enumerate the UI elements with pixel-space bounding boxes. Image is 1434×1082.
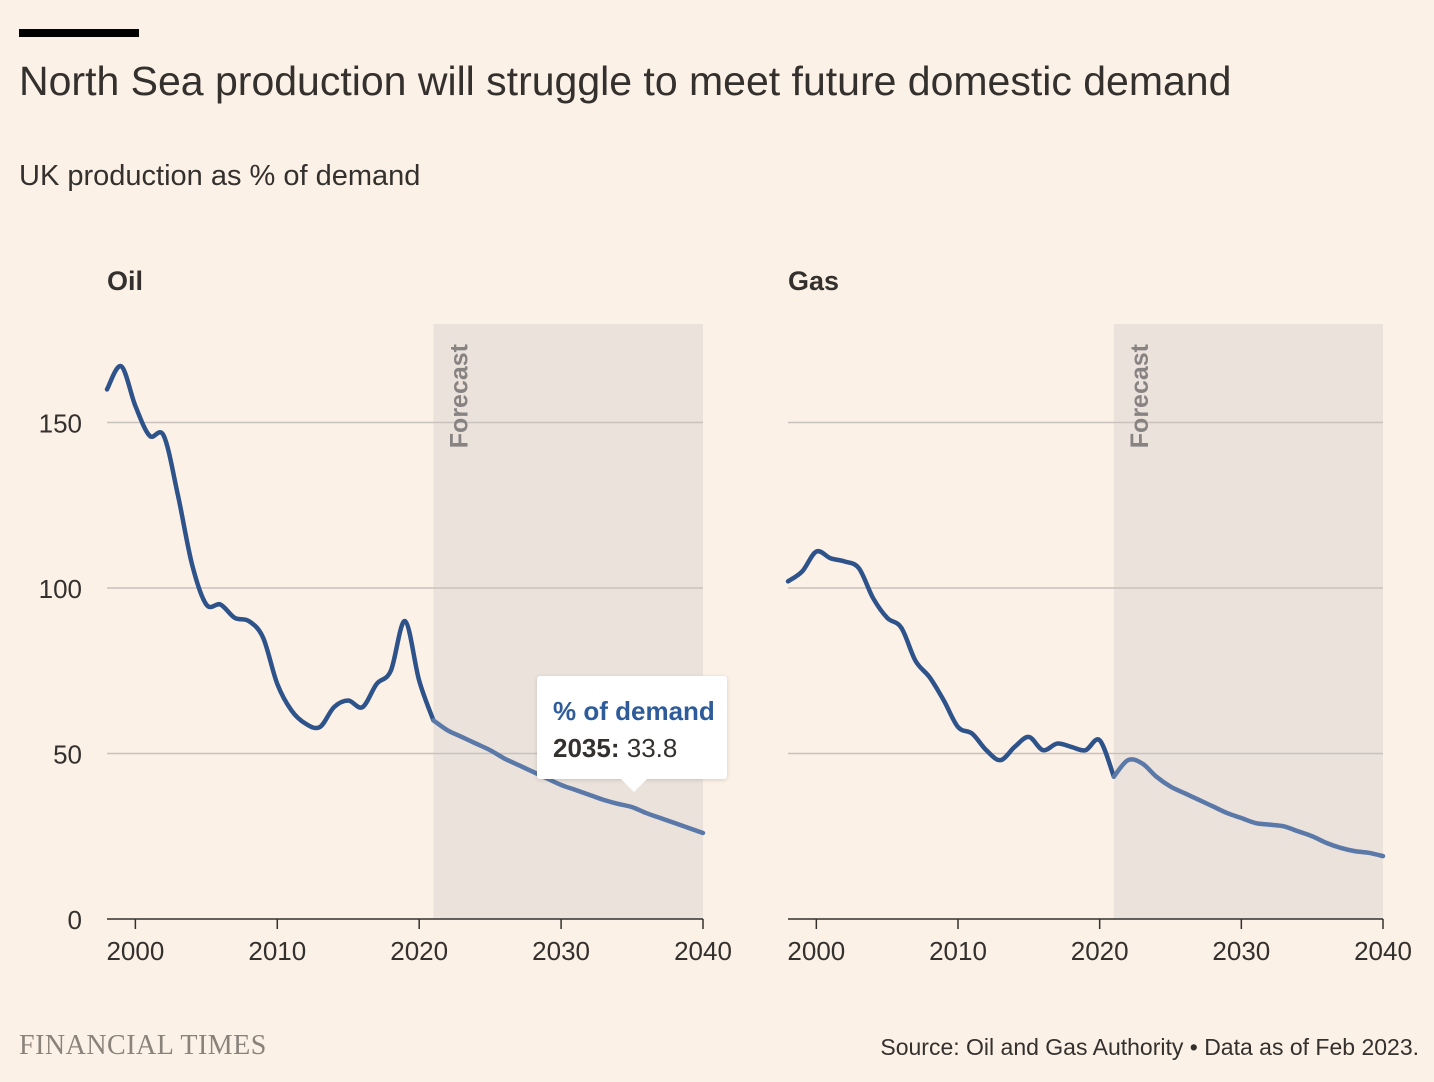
data-tooltip: % of demand 2035: 33.8 [537,676,727,792]
tooltip-value-line: 2035: 33.8 [553,733,677,764]
series-line-gas-historical [785,548,1117,779]
y-tick-label-100: 100 [39,574,82,604]
panel-title-oil: Oil [107,266,143,296]
series-line-gas-forecast [1111,757,1386,859]
forecast-label-oil: Forecast [445,343,473,448]
panel-oil: Oil 0 50 100 150 2000 2010 2020 2030 2040 Forecast [39,266,732,966]
x-tick-label-oil-2020: 2020 [390,936,448,966]
x-tick-label-gas-2020: 2020 [1071,936,1129,966]
source-note: Source: Oil and Gas Authority • Data as … [880,1034,1419,1060]
x-tick-label-gas-2040: 2040 [1354,936,1412,966]
x-tick-label-gas-2030: 2030 [1212,936,1270,966]
forecast-region-oil [433,324,703,919]
forecast-label-gas: Forecast [1126,343,1154,448]
series-line-oil-historical [104,363,436,731]
x-tick-label-gas-2000: 2000 [787,936,845,966]
top-rule [19,29,139,37]
y-tick-label-0: 0 [68,905,82,935]
series-line-oil-forecast [431,718,706,836]
x-tick-label-oil-2000: 2000 [106,936,164,966]
y-tick-label-50: 50 [53,740,82,770]
forecast-region-gas [1113,324,1383,919]
x-tick-label-oil-2040: 2040 [674,936,732,966]
chart-subtitle: UK production as % of demand [19,160,421,192]
y-tick-label-150: 150 [39,409,82,439]
panel-gas: Gas 2000 2010 2020 2030 2040 Forecast [785,266,1412,966]
panel-title-gas: Gas [788,266,839,296]
tooltip-year: 2035: [553,733,620,763]
x-tick-label-oil-2030: 2030 [532,936,590,966]
x-tick-label-oil-2010: 2010 [248,936,306,966]
x-tick-label-gas-2010: 2010 [929,936,987,966]
ft-logo-text: FINANCIAL TIMES [19,1030,267,1061]
tooltip-series-label: % of demand [553,696,715,726]
chart-title: North Sea production will struggle to me… [19,58,1232,104]
tooltip-value: 33.8 [626,733,678,763]
